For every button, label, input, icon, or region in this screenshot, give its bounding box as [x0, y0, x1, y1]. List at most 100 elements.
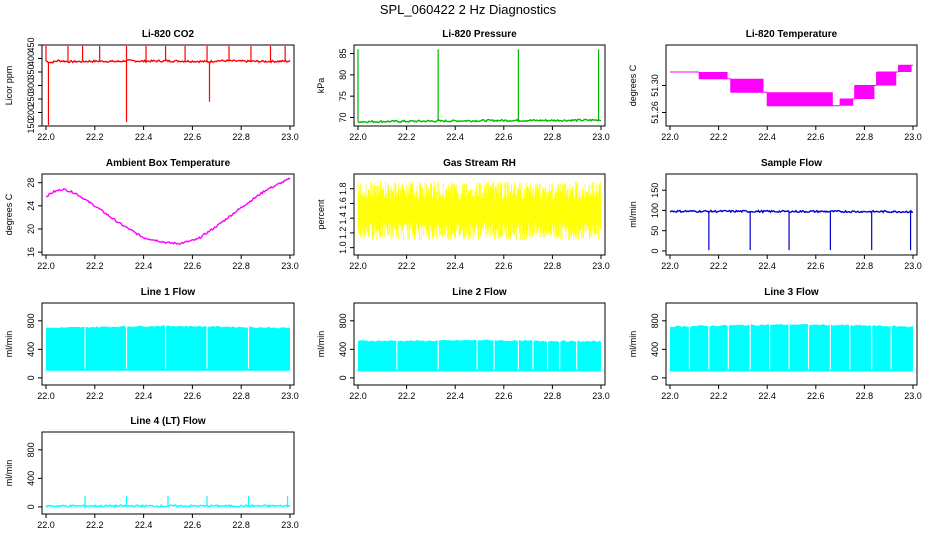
y-tick-label: 300 — [26, 78, 36, 93]
x-tick-label: 22.0 — [37, 261, 55, 271]
x-tick-label: 22.6 — [807, 261, 825, 271]
panel-7: Line 1 Flow 22.0 22.2 22.4 22.6 22.8 23.0 0 400 8… — [4, 287, 299, 401]
y-tick-label: 450 — [26, 37, 36, 52]
y-axis-label: ml/min — [628, 331, 638, 358]
series-group — [670, 64, 913, 107]
x-tick-label: 22.2 — [710, 391, 728, 401]
panel-4: Ambient Box Temperature 22.0 22.2 22.4 22.6 2… — [4, 158, 299, 271]
y-tick-label: 0 — [650, 375, 660, 380]
x-tick-label: 22.4 — [135, 261, 153, 271]
y-tick-label: 800 — [650, 313, 660, 328]
x-tick-label: 23.0 — [281, 391, 299, 401]
x-tick-label: 22.0 — [349, 261, 367, 271]
panel-title: Line 2 Flow — [452, 287, 507, 298]
x-tick-label: 22.8 — [232, 520, 250, 530]
toggle-band — [730, 78, 764, 93]
plot-frame — [41, 44, 295, 127]
x-tick-label: 22.2 — [398, 132, 416, 142]
y-tick-label: 100 — [650, 203, 660, 218]
y-tick-label: 800 — [338, 313, 348, 328]
plot-frame — [353, 302, 606, 386]
x-tick-label: 23.0 — [281, 261, 299, 271]
series-group — [669, 209, 914, 251]
y-tick-label: 85 — [338, 49, 348, 59]
plot-frame — [41, 302, 295, 386]
panel-title: Li-820 CO2 — [142, 29, 195, 40]
panel-10: Line 4 (LT) Flow 22.0 22.2 22.4 22.6 22.8 23.0… — [4, 416, 299, 530]
y-tick-label: 400 — [338, 342, 348, 357]
x-tick-label: 22.2 — [86, 132, 104, 142]
panel-title: Line 3 Flow — [764, 287, 819, 298]
x-tick-label: 22.2 — [398, 261, 416, 271]
series-group — [45, 177, 291, 245]
series-group — [45, 496, 291, 509]
y-tick-label: 1.4 — [338, 212, 348, 225]
y-tick-label: 75 — [338, 91, 348, 101]
panel-6: Sample Flow 22.0 22.2 22.4 22.6 22.8 23.0 0 50 10… — [628, 158, 922, 271]
series-group — [357, 181, 602, 241]
x-tick-label: 22.8 — [544, 391, 562, 401]
plot-frame — [41, 173, 295, 256]
x-tick-label: 23.0 — [592, 261, 610, 271]
y-axis-label: ml/min — [628, 201, 638, 228]
x-tick-label: 22.8 — [856, 391, 874, 401]
x-tick-label: 22.8 — [856, 132, 874, 142]
y-tick-label: 0 — [26, 375, 36, 380]
panel-2: Li-820 Pressure 22.0 22.2 22.4 22.6 22.8 23.0 7… — [316, 29, 610, 142]
x-tick-label: 22.8 — [544, 132, 562, 142]
x-tick-label: 22.0 — [37, 520, 55, 530]
y-tick-label: 0 — [26, 504, 36, 509]
y-axis-label: ml/min — [4, 331, 14, 358]
series-group — [357, 49, 602, 124]
y-axis-label: degrees C — [628, 64, 638, 106]
x-tick-label: 22.2 — [710, 261, 728, 271]
x-tick-label: 22.0 — [349, 391, 367, 401]
x-tick-label: 22.0 — [661, 391, 679, 401]
y-tick-label: 51.30 — [650, 74, 660, 97]
y-tick-label: 28 — [26, 178, 36, 188]
x-tick-label: 23.0 — [592, 132, 610, 142]
x-tick-label: 22.4 — [758, 261, 776, 271]
y-tick-label: 1.0 — [338, 241, 348, 254]
plot-frame — [353, 173, 606, 256]
y-tick-label: 1.8 — [338, 182, 348, 195]
toggle-band — [699, 72, 728, 79]
y-tick-label: 350 — [26, 64, 36, 79]
y-tick-label: 400 — [650, 342, 660, 357]
panel-title: Ambient Box Temperature — [106, 158, 231, 169]
toggle-band — [767, 92, 833, 106]
x-tick-label: 22.6 — [807, 391, 825, 401]
y-tick-label: 51.26 — [650, 101, 660, 124]
series-line — [669, 209, 914, 214]
y-tick-label: 400 — [26, 471, 36, 486]
x-tick-label: 22.6 — [807, 132, 825, 142]
plot-frame — [41, 431, 295, 515]
y-axis-label: Licor ppm — [4, 66, 14, 106]
x-tick-label: 23.0 — [592, 391, 610, 401]
x-tick-label: 22.8 — [232, 391, 250, 401]
x-tick-label: 22.0 — [37, 132, 55, 142]
flow-band — [358, 339, 601, 372]
x-tick-label: 22.4 — [446, 261, 464, 271]
x-tick-label: 22.6 — [495, 132, 513, 142]
series-line — [45, 177, 291, 245]
y-tick-label: 24 — [26, 201, 36, 211]
panel-5: Gas Stream RH 22.0 22.2 22.4 22.6 22.8 23.0 1.0… — [316, 158, 610, 271]
x-tick-label: 22.6 — [495, 391, 513, 401]
y-tick-label: 1.2 — [338, 227, 348, 240]
panel-title: Li-820 Pressure — [442, 29, 517, 40]
x-tick-label: 23.0 — [281, 520, 299, 530]
toggle-band — [854, 85, 875, 99]
panel-title: Gas Stream RH — [443, 158, 516, 169]
x-tick-label: 22.4 — [446, 391, 464, 401]
x-tick-label: 22.6 — [184, 261, 202, 271]
toggle-band — [840, 99, 854, 106]
x-tick-label: 22.2 — [86, 261, 104, 271]
x-tick-label: 22.2 — [710, 132, 728, 142]
x-tick-label: 22.6 — [495, 261, 513, 271]
x-tick-label: 22.2 — [398, 391, 416, 401]
y-tick-label: 20 — [26, 224, 36, 234]
series-group — [45, 46, 291, 125]
toggle-band — [876, 72, 897, 86]
series-group — [358, 338, 601, 372]
